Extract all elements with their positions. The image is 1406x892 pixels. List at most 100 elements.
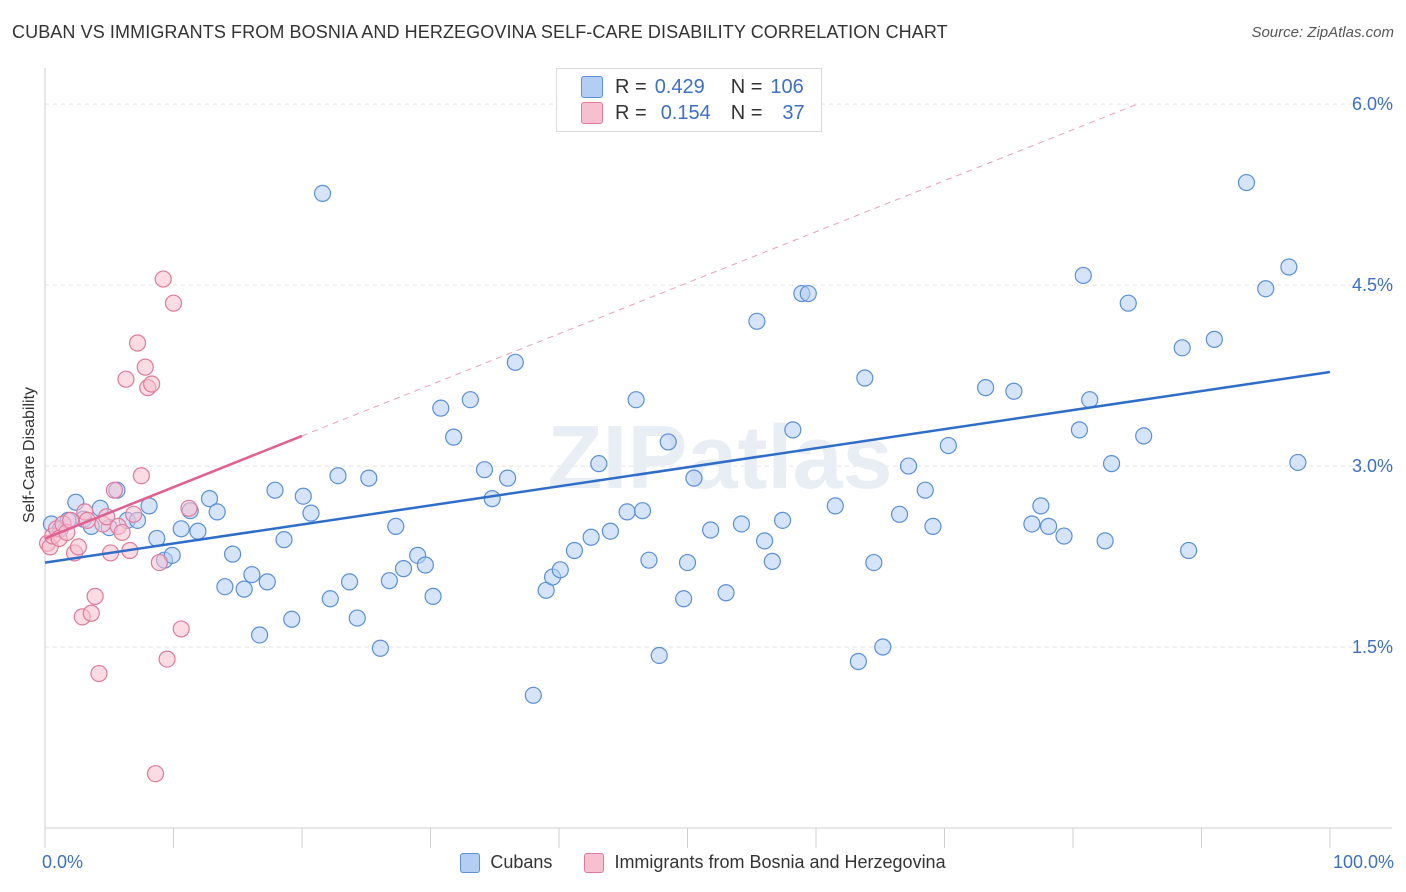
cubans-point <box>899 457 918 475</box>
cubans-point <box>826 497 844 515</box>
cubans-point <box>755 532 774 550</box>
cubans-point <box>717 584 735 602</box>
cubans-point <box>1205 330 1223 348</box>
cubans-point <box>416 556 434 574</box>
cubans-point <box>483 490 501 508</box>
cubans-point <box>1237 173 1256 192</box>
cubans-point <box>200 490 219 508</box>
cubans-point <box>340 573 359 591</box>
cubans-point <box>1070 421 1089 439</box>
cubans-point <box>1102 455 1121 473</box>
n-label: N = <box>730 75 763 98</box>
cubans-point <box>1257 280 1275 298</box>
bosnia-point <box>146 765 165 783</box>
cubans-point <box>243 566 261 584</box>
legend-item-bosnia: Immigrants from Bosnia and Herzegovina <box>584 852 946 873</box>
cubans-point <box>250 626 269 644</box>
cubans-points <box>42 173 1307 704</box>
r-value: 0.429 <box>654 75 705 98</box>
cubans-point <box>582 528 600 546</box>
chart-title: CUBAN VS IMMIGRANTS FROM BOSNIA AND HERZ… <box>12 22 948 42</box>
cubans-point <box>475 461 494 479</box>
trend-lines <box>44 370 1331 564</box>
cubans-point <box>348 609 366 627</box>
stats-legend: R = 0.429 N = 106 R = 0.154 N = 37 <box>556 68 822 132</box>
cubans-point <box>432 399 450 417</box>
n-label: N = <box>730 101 763 124</box>
cubans-point <box>1135 427 1153 445</box>
bosnia-point <box>132 467 150 485</box>
y-tick-label: 3.0% <box>1352 456 1393 476</box>
cubans-point <box>445 428 463 446</box>
cubans-point <box>1289 453 1307 472</box>
cubans-point <box>618 503 636 521</box>
cubans-point <box>890 505 909 523</box>
bosnia-point <box>90 664 108 683</box>
cubans-point <box>302 504 320 522</box>
cubans-point <box>1074 266 1092 285</box>
cubans-point <box>321 590 339 608</box>
cubans-point <box>380 572 398 590</box>
cubans-point <box>235 580 253 598</box>
legend-row-cubans: R = 0.429 N = 106 <box>581 74 804 100</box>
bosnia-point <box>82 604 100 622</box>
cubans-point <box>1173 339 1191 357</box>
cubans-point <box>601 522 620 540</box>
cubans-point <box>678 553 697 572</box>
cubans-point <box>394 560 413 578</box>
bosnia-trend-line <box>44 434 303 540</box>
cubans-point <box>1005 382 1023 400</box>
cubans-point <box>856 369 874 387</box>
cubans-point <box>916 481 934 499</box>
bosnia-point <box>125 505 143 523</box>
cubans-point <box>461 391 479 409</box>
cubans-point <box>208 503 226 521</box>
cubans-point <box>1039 517 1058 535</box>
bosnia-point <box>158 650 176 668</box>
cubans-point <box>565 541 584 560</box>
bosnia-point <box>105 481 123 499</box>
n-value: 37 <box>782 101 805 124</box>
cubans-swatch <box>460 852 481 873</box>
bosnia-point <box>113 523 131 542</box>
cubans-point <box>675 590 693 608</box>
cubans-point <box>874 638 892 656</box>
cubans-point <box>506 353 524 371</box>
cubans-point <box>216 578 234 596</box>
bosnia-point <box>150 553 168 572</box>
cubans-trend-line <box>44 370 1331 564</box>
bosnia-point <box>136 358 154 376</box>
cubans-point <box>524 686 542 704</box>
cubans-point <box>266 481 284 499</box>
bosnia-point <box>164 294 183 312</box>
cubans-point <box>799 284 817 303</box>
cubans-point <box>590 455 608 473</box>
x-tick-label-max: 100.0% <box>1332 852 1394 872</box>
cubans-point <box>849 652 868 671</box>
cubans-point <box>939 436 957 455</box>
cubans-point <box>1096 532 1114 550</box>
cubans-point <box>659 433 677 451</box>
grid-lines <box>45 103 1392 648</box>
bosnia-swatch <box>584 852 605 873</box>
y-tick-label: 1.5% <box>1352 637 1393 657</box>
cubans-point <box>1280 258 1298 276</box>
cubans-point <box>329 467 347 485</box>
cubans-point <box>977 379 995 397</box>
source-label: Source: ZipAtlas.com <box>1251 24 1394 41</box>
cubans-point <box>640 551 658 569</box>
cubans-swatch <box>581 76 603 98</box>
cubans-point <box>360 469 378 487</box>
cubans-point <box>172 520 190 538</box>
axes <box>44 68 1392 848</box>
legend-row-bosnia: R = 0.154 N = 37 <box>581 100 805 126</box>
y-tick-labels: 1.5% 3.0% 4.5% 6.0% <box>1352 94 1393 657</box>
bosnia-point <box>180 499 198 517</box>
cubans-point <box>784 421 802 439</box>
bosnia-point <box>143 375 161 393</box>
cubans-point <box>748 312 766 330</box>
bosnia-swatch <box>581 102 603 124</box>
cubans-point <box>1055 527 1073 545</box>
legend-label: Cubans <box>490 852 553 872</box>
